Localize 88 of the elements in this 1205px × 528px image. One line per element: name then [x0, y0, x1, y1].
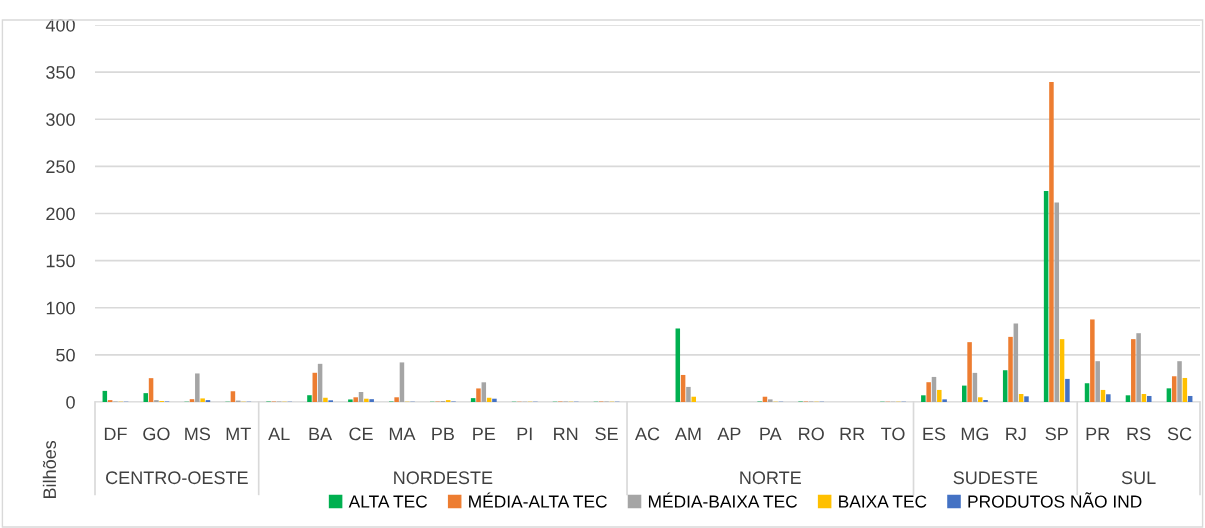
y-axis-title: Bilhões — [42, 440, 57, 498]
bar — [230, 391, 236, 402]
bar — [967, 342, 972, 402]
x-tick-label: RO — [799, 427, 824, 441]
bar — [470, 398, 476, 402]
x-tick-label: SP — [1045, 427, 1068, 441]
x-tick-label: GO — [143, 427, 170, 441]
y-tick-label: 400 — [45, 18, 75, 32]
bar — [942, 399, 947, 402]
x-tick-label: MG — [961, 427, 989, 441]
bar — [921, 395, 926, 402]
bar — [353, 397, 358, 402]
x-tick-label: AL — [268, 427, 290, 441]
bar — [195, 373, 200, 402]
x-tick-label: AM — [674, 427, 701, 441]
y-tick-label: 350 — [46, 66, 75, 79]
x-tick-label: DF — [104, 427, 127, 441]
y-tick-label: 300 — [46, 113, 75, 126]
bar — [1090, 319, 1095, 402]
text: SUL — [1121, 471, 1156, 485]
bar — [1095, 361, 1100, 402]
bar — [492, 398, 497, 402]
legend-label: ALTA TEC — [348, 495, 428, 508]
bar — [1125, 395, 1131, 402]
bar — [200, 398, 205, 402]
x-tick-label: PR — [1086, 427, 1110, 441]
bar — [686, 386, 691, 402]
x-tick-label: RS — [1127, 427, 1151, 441]
y-tick-label: 200 — [46, 207, 75, 221]
y-tick-label: 250 — [46, 160, 75, 174]
bar — [476, 388, 481, 402]
bar — [926, 382, 931, 402]
bar — [364, 398, 369, 402]
bar — [1171, 376, 1177, 402]
text: SUDESTE — [953, 471, 1038, 485]
x-tick-label: SE — [595, 427, 618, 441]
bar — [481, 382, 487, 402]
legend-label: MÉDIA-BAIXA TEC — [648, 492, 798, 508]
x-tick-label: CE — [349, 427, 373, 441]
legend-label: BAIXA TEC — [839, 495, 927, 508]
bar — [143, 393, 149, 402]
legend-label: MÉDIA-ALTA TEC — [469, 492, 607, 508]
y-tick-label: 0 — [66, 395, 75, 409]
x-tick-label: MT — [226, 427, 251, 441]
x-tick-label: BA — [309, 427, 333, 441]
x-tick-label: PA — [760, 427, 782, 441]
y-tick-label: 100 — [46, 301, 75, 315]
bar — [323, 397, 328, 402]
x-tick-label: RN — [554, 427, 578, 441]
bar — [307, 395, 312, 402]
text: NORTE — [740, 471, 801, 485]
bar — [348, 399, 353, 402]
x-tick-label: MS — [185, 427, 211, 441]
text: NORDESTE — [394, 471, 493, 485]
bar — [768, 399, 773, 402]
bar — [977, 397, 983, 402]
bar — [1136, 333, 1141, 402]
x-tick-label: TO — [881, 427, 905, 441]
x-tick-label: SC — [1167, 427, 1192, 441]
x-tick-label: RJ — [1006, 427, 1026, 441]
x-tick-label: MA — [389, 427, 416, 441]
x-tick-label: PI — [517, 427, 532, 441]
y-tick-label: 50 — [56, 348, 75, 362]
bar — [1054, 202, 1060, 402]
bar — [1146, 395, 1152, 402]
bar — [962, 385, 967, 402]
x-tick-label: RR — [840, 427, 865, 441]
bar — [1131, 339, 1136, 402]
x-tick-label: PE — [473, 427, 496, 441]
bar — [937, 389, 942, 402]
bar — [369, 399, 374, 402]
bar — [1065, 378, 1070, 402]
bar — [691, 396, 697, 402]
bar — [1024, 396, 1029, 402]
bar — [1177, 361, 1182, 402]
x-tick-label: ES — [923, 427, 946, 441]
bar — [189, 399, 195, 402]
x-tick-label: AP — [717, 427, 741, 441]
bar — [1166, 388, 1172, 402]
y-tick-label: 150 — [46, 254, 75, 268]
x-tick-label: AC — [635, 427, 660, 441]
bar — [1008, 336, 1013, 402]
x-tick-label: PB — [432, 427, 454, 441]
text: CENTRO-OESTE — [106, 471, 248, 485]
bar — [1049, 82, 1054, 402]
bar — [394, 397, 399, 402]
legend-label: PRODUTOS NÃO IND — [968, 492, 1142, 508]
bar — [1106, 394, 1111, 402]
